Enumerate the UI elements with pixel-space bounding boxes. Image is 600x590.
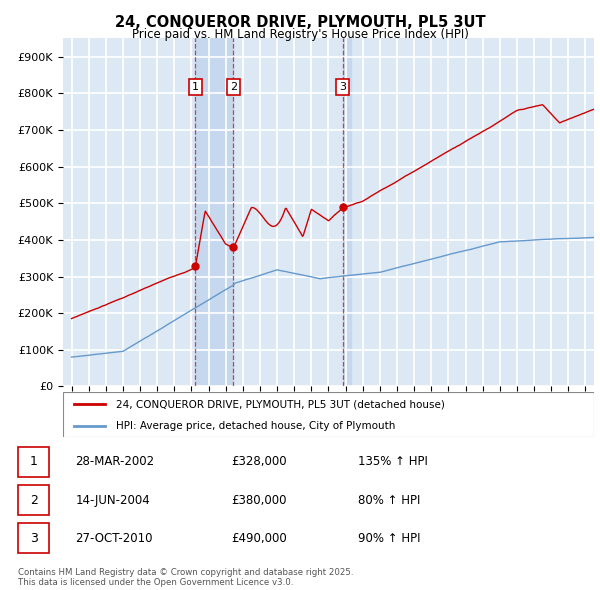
Text: 1: 1 [30,455,38,468]
Text: 24, CONQUEROR DRIVE, PLYMOUTH, PL5 3UT: 24, CONQUEROR DRIVE, PLYMOUTH, PL5 3UT [115,15,485,30]
Text: 2: 2 [30,493,38,507]
Text: 14-JUN-2004: 14-JUN-2004 [76,493,150,507]
Text: 3: 3 [30,532,38,545]
Text: Contains HM Land Registry data © Crown copyright and database right 2025.
This d: Contains HM Land Registry data © Crown c… [18,568,353,587]
Text: 27-OCT-2010: 27-OCT-2010 [76,532,153,545]
Text: 28-MAR-2002: 28-MAR-2002 [76,455,154,468]
Text: 80% ↑ HPI: 80% ↑ HPI [358,493,420,507]
FancyBboxPatch shape [18,485,49,515]
Text: £328,000: £328,000 [231,455,287,468]
Text: 135% ↑ HPI: 135% ↑ HPI [358,455,427,468]
FancyBboxPatch shape [18,447,49,477]
Text: 90% ↑ HPI: 90% ↑ HPI [358,532,420,545]
FancyBboxPatch shape [63,392,594,437]
Text: 3: 3 [339,82,346,92]
Text: HPI: Average price, detached house, City of Plymouth: HPI: Average price, detached house, City… [116,421,395,431]
Bar [196,38,233,386]
Text: 24, CONQUEROR DRIVE, PLYMOUTH, PL5 3UT (detached house): 24, CONQUEROR DRIVE, PLYMOUTH, PL5 3UT (… [116,399,445,409]
Text: Price paid vs. HM Land Registry's House Price Index (HPI): Price paid vs. HM Land Registry's House … [131,28,469,41]
Text: 1: 1 [192,82,199,92]
Text: 2: 2 [230,82,237,92]
Text: £380,000: £380,000 [231,493,286,507]
Text: £490,000: £490,000 [231,532,287,545]
FancyBboxPatch shape [18,523,49,553]
Bar [343,38,351,386]
